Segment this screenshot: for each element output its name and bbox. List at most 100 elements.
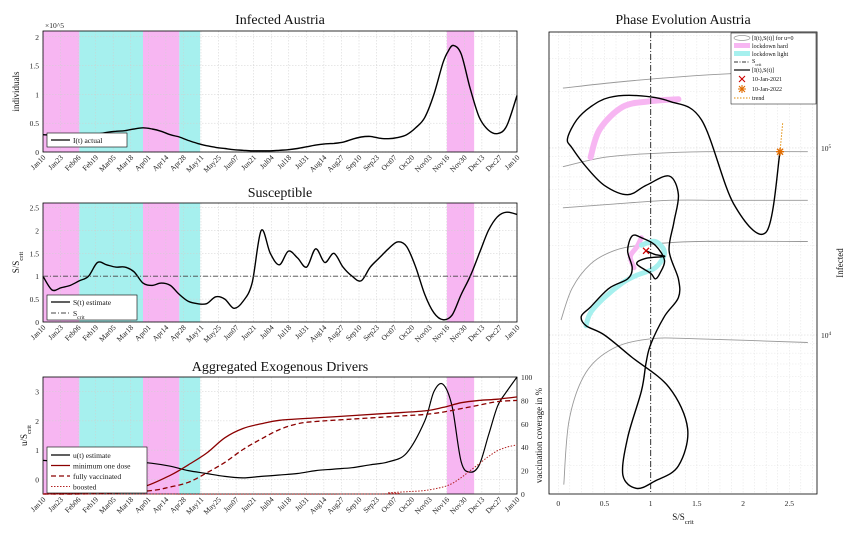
legend-label: Scrit <box>752 59 762 67</box>
y-axis-label: u/Scrit <box>19 425 33 446</box>
axes-frame <box>42 376 518 495</box>
x-tick-label: 1 <box>649 499 653 508</box>
y-tick-label: 0 <box>35 148 39 157</box>
chart-title: Aggregated Exogenous Drivers <box>192 360 369 375</box>
y-tick-label: 104 <box>821 331 832 340</box>
x-tick-label: Jan10 <box>503 495 522 514</box>
lockdown-band <box>142 203 180 322</box>
lockdown-band <box>446 31 475 152</box>
x-tick-label: Apr01 <box>133 323 153 343</box>
x-tick-label: Aug14 <box>307 153 328 174</box>
x-tick-label: May25 <box>202 495 224 517</box>
legend-label: u(t) estimate <box>73 451 111 460</box>
legend-label: 10-Jan-2021 <box>752 77 782 83</box>
legend: [I(t),S(t)] for u=0 lockdown hard lockdown… <box>730 32 817 105</box>
x-tick-label: Jan10 <box>29 495 48 514</box>
x-tick-label: Nov03 <box>413 495 434 516</box>
legend-swatch <box>734 43 750 48</box>
y2-tick-label: 100 <box>521 373 533 382</box>
x-tick-label: 1.5 <box>692 499 702 508</box>
legend-label: boosted <box>73 483 97 492</box>
lockdown-band <box>179 377 201 494</box>
lockdown-band <box>179 31 201 152</box>
x-tick-label: Jan10 <box>503 153 522 172</box>
x-tick-label: Oct20 <box>397 323 417 343</box>
legend-label: lockdown light <box>752 52 788 58</box>
axes-frame <box>548 31 818 495</box>
x-tick-label: Oct07 <box>379 323 399 343</box>
x-tick-label: Mar05 <box>97 323 118 344</box>
x-tick-label: Nov03 <box>413 153 434 174</box>
x-tick-label: Dec27 <box>484 323 504 343</box>
x-tick-label: Oct20 <box>397 153 417 173</box>
x-tick-label: Sep10 <box>344 323 364 343</box>
x-tick-label: Feb19 <box>80 323 100 343</box>
y2-tick-label: 20 <box>521 467 529 476</box>
x-tick-label: May25 <box>202 153 224 175</box>
panel-1: Jan10 Jan23Feb06Feb19Mar05Mar18Apr01Apr14… <box>11 13 522 174</box>
x-axis-label: S/Scrit <box>672 512 694 526</box>
y-tick-label: 2 <box>35 417 39 426</box>
legend-label: 10-Jan-2022 <box>752 87 782 93</box>
x-tick-label: Nov30 <box>448 153 469 174</box>
y-tick-label: 3 <box>35 388 39 397</box>
lockdown-band <box>446 203 475 322</box>
x-tick-label: Jun21 <box>239 323 258 342</box>
x-tick-label: Oct07 <box>379 153 399 173</box>
legend-label: S(t) estimate <box>73 298 112 307</box>
x-tick-label: Jun07 <box>221 495 240 514</box>
panel-2: Jan10 Jan23Feb06Feb19Mar05Mar18Apr01Apr14… <box>11 186 522 344</box>
x-tick-label: Oct20 <box>397 495 417 515</box>
x-tick-label: May11 <box>184 495 205 516</box>
y-tick-label: 0 <box>35 318 39 327</box>
series-line <box>42 444 518 495</box>
x-tick-label: Feb06 <box>63 153 83 173</box>
x-tick-label: Dec13 <box>466 495 486 515</box>
x-tick-label: Nov03 <box>413 323 434 344</box>
x-tick-label: Aug27 <box>325 153 346 174</box>
y-tick-label: 1.5 <box>30 62 40 71</box>
marker-end-2022 <box>776 147 785 156</box>
charts-layer: Jan10Jan23Feb06Feb19Mar05Mar18Apr01Apr14… <box>11 13 845 526</box>
x-tick-label: May11 <box>184 153 205 174</box>
y-tick-label: 0.5 <box>30 119 40 128</box>
y-tick-label: 1.5 <box>30 249 40 258</box>
panel-3: Jan10Jan23Feb06Feb19Mar05Mar18Apr01Apr14… <box>19 360 544 516</box>
lockdown-band <box>446 377 475 494</box>
x-tick-label: Jun21 <box>239 495 258 514</box>
legend-label: [I(t),S(t)] <box>752 67 774 74</box>
u0-trajectory <box>562 151 808 168</box>
x-tick-label: Sep23 <box>361 495 381 515</box>
y2-tick-label: 60 <box>521 420 529 429</box>
chart-title: Phase Evolution Austria <box>615 13 751 28</box>
legend-swatch <box>734 51 750 56</box>
phase-trajectory <box>566 94 781 490</box>
y2-axis-label: vaccination coverage in % <box>534 387 544 483</box>
legend-swatch <box>738 85 746 93</box>
lockdown-band <box>142 377 180 494</box>
x-tick-label: Sep23 <box>361 153 381 173</box>
y-tick-label: 0.5 <box>30 295 40 304</box>
x-tick-label: Jul18 <box>275 153 293 171</box>
y-tick-label: 2.5 <box>30 204 40 213</box>
x-tick-label: 0.5 <box>600 499 610 508</box>
x-tick-label: Jan23 <box>46 323 65 342</box>
x-tick-label: Mar05 <box>97 153 118 174</box>
trend-line <box>779 121 784 152</box>
x-tick-label: Dec27 <box>484 153 504 173</box>
x-tick-label: Nov16 <box>430 153 451 174</box>
x-tick-label: Jun07 <box>221 323 240 342</box>
y-tick-label: 2 <box>35 226 39 235</box>
x-tick-label: Sep10 <box>344 153 364 173</box>
legend: S(t) estimate Scrit <box>46 294 138 321</box>
y-tick-label: 2 <box>35 33 39 42</box>
x-tick-label: Mar18 <box>115 323 136 344</box>
y-tick-label: 1 <box>35 272 39 281</box>
y-exponent-label: ×10^5 <box>45 21 64 30</box>
x-tick-label: Apr14 <box>150 153 170 173</box>
legend-label: I(t) actual <box>73 136 102 145</box>
u0-trajectory <box>562 199 808 209</box>
x-tick-label: Nov30 <box>448 495 469 516</box>
phase-panel: 0 0.5 1 1.5 2 2.5 104 105 Phase Evolution Austri… <box>548 13 845 526</box>
x-tick-label: Aug14 <box>307 323 328 344</box>
